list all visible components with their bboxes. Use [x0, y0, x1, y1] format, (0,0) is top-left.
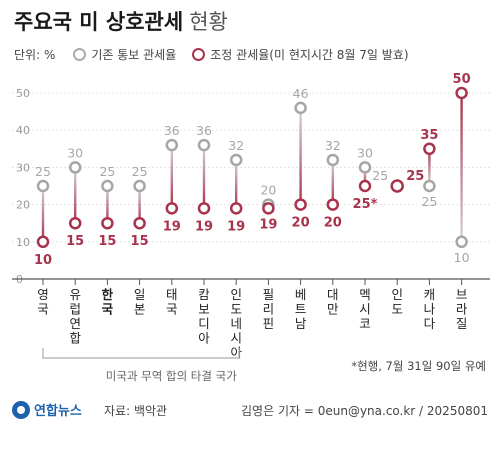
y-tick-label: 50	[16, 87, 30, 100]
original-value-label: 25	[132, 164, 148, 179]
adjusted-value-label: 19	[195, 219, 213, 234]
adjusted-value-label: 20	[324, 216, 342, 231]
legend-label-original: 기존 통보 관세율	[91, 48, 177, 62]
y-tick-label: 30	[16, 161, 30, 174]
original-point	[36, 179, 50, 193]
credit-row: 연합뉴스 자료: 백악관 김영은 기자 = 0eun@yna.co.kr / 2…	[12, 400, 488, 424]
original-value-label: 25	[372, 168, 388, 183]
original-value-label: 20	[260, 183, 276, 198]
adjusted-point	[165, 202, 179, 215]
adjusted-point	[68, 216, 82, 230]
adjusted-value-label: 19	[163, 219, 181, 234]
unit-label: 단위: %	[14, 48, 56, 62]
adjusted-value-label: 19	[259, 217, 277, 232]
chart-title: 주요국 미 상호관세 현황	[14, 6, 228, 36]
legend-item-adjusted: 조정 관세율(미 현지시간 8월 7일 발효)	[192, 46, 409, 63]
adjusted-value-label: 20	[292, 216, 310, 231]
original-value-label: 46	[293, 86, 309, 101]
adjusted-point	[326, 198, 340, 211]
original-point	[294, 101, 307, 115]
original-value-label: 32	[325, 138, 341, 153]
y-tick-label: 40	[16, 124, 30, 137]
adjusted-value-label: 15	[98, 234, 116, 249]
adjusted-point	[229, 202, 243, 215]
adjusted-value-label: 35	[420, 128, 438, 143]
adjusted-point	[101, 216, 114, 230]
yonhap-logo-icon	[12, 400, 30, 419]
yonhap-logo-text: 연합뉴스	[34, 404, 82, 419]
adjusted-value-label: 15	[66, 234, 84, 249]
original-point	[229, 153, 243, 167]
adjusted-point	[294, 198, 307, 211]
adjusted-point	[262, 202, 275, 215]
original-point	[101, 179, 114, 193]
original-point	[133, 179, 146, 193]
adjusted-point	[455, 86, 468, 100]
trade-deal-bracket	[42, 348, 241, 359]
footnote: *현행, 7월 31일 90일 유예	[351, 359, 486, 373]
legend-label-adjusted: 조정 관세율(미 현지시간 8월 7일 발효)	[210, 48, 409, 62]
author-text: 김영은 기자 = 0eun@yna.co.kr / 20250801	[241, 404, 488, 418]
legend-marker-adjusted	[192, 48, 206, 61]
original-point	[326, 153, 340, 167]
adjusted-point	[423, 142, 436, 156]
original-value-label: 36	[196, 123, 212, 138]
adjusted-value-label: 25	[406, 169, 424, 184]
adjusted-point	[358, 179, 372, 193]
original-point	[68, 161, 82, 174]
original-value-label: 25	[99, 164, 115, 179]
chart-title-main: 주요국 미 상호관세	[14, 10, 184, 34]
original-value-label: 36	[164, 123, 180, 138]
adjusted-value-label: 19	[227, 219, 245, 234]
legend-marker-original	[73, 48, 87, 61]
original-value-label: 32	[228, 138, 244, 153]
trade-deal-bracket-label: 미국과 무역 합의 타결 국가	[106, 369, 237, 383]
adjusted-point	[133, 216, 146, 230]
adjusted-point	[197, 202, 211, 215]
original-point	[358, 161, 372, 174]
chart-title-sub: 현황	[189, 10, 228, 34]
legend-item-original: 기존 통보 관세율	[73, 46, 176, 63]
original-value-label: 25	[421, 194, 437, 209]
adjusted-point	[390, 179, 404, 193]
y-tick-label: 20	[16, 199, 30, 212]
original-value-label: 30	[357, 145, 373, 160]
adjusted-point	[36, 235, 50, 249]
original-value-label: 10	[454, 250, 470, 265]
original-point	[423, 179, 436, 193]
y-tick-label: 10	[16, 236, 30, 249]
adjusted-value-label: 15	[131, 234, 149, 249]
original-point	[165, 138, 179, 152]
adjusted-value-label: 10	[34, 253, 52, 268]
dumbbell-chart: 504030201002510영국3015유럽연합2515한국2515일본361…	[12, 72, 490, 383]
yonhap-logo: 연합뉴스	[12, 400, 82, 419]
adjusted-value-label: 50	[453, 72, 471, 87]
original-point	[197, 138, 211, 152]
original-point	[455, 235, 468, 249]
original-value-label: 25	[35, 164, 51, 179]
legend: 단위: % 기존 통보 관세율 조정 관세율(미 현지시간 8월 7일 발효)	[14, 46, 425, 63]
adjusted-value-label: 25*	[353, 197, 378, 212]
original-value-label: 30	[67, 145, 83, 160]
source-text: 자료: 백악관	[104, 404, 168, 418]
